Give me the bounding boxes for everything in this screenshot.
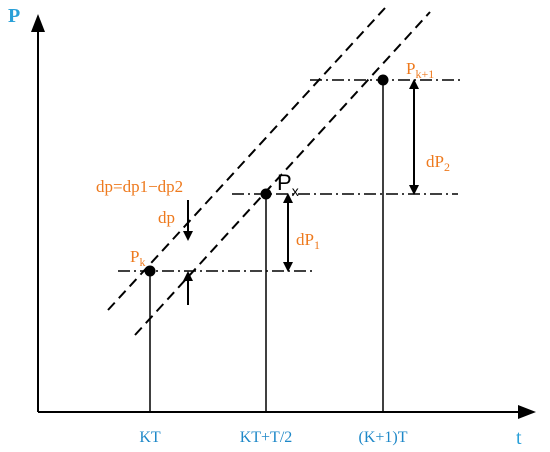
label-pk1-sub: k+1 <box>415 67 434 81</box>
dp1-label-base: dP <box>296 230 314 249</box>
x-tick-label: KT+T/2 <box>240 429 293 446</box>
dp-formula-label: dp=dp1−dp2 <box>96 177 183 196</box>
upper-dashed-line <box>107 7 386 311</box>
point-px <box>260 188 272 200</box>
label-pk: Pk <box>130 247 145 269</box>
x-axis-label: t <box>516 427 522 449</box>
dp2-label-base: dP <box>426 152 444 171</box>
lower-dashed-line <box>134 11 431 336</box>
label-pk1-base: P <box>406 59 415 78</box>
point-pk <box>144 265 156 277</box>
y-axis-label: P <box>8 5 20 27</box>
label-pk-sub: k <box>139 255 145 269</box>
label-pk1: Pk+1 <box>406 59 434 81</box>
label-px: Px <box>277 170 299 199</box>
x-tick-label: (K+1)T <box>358 429 407 446</box>
x-axis-arrow <box>518 405 536 419</box>
y-axis-arrow <box>31 14 45 32</box>
dp2-label-sub: 2 <box>444 160 450 174</box>
label-px-base: P <box>277 170 292 195</box>
x-tick-label: KT <box>139 429 161 446</box>
label-pk-base: P <box>130 247 139 266</box>
dp1-label-sub: 1 <box>314 238 320 252</box>
label-px-sub: x <box>292 183 299 199</box>
dp-label: dp <box>158 208 175 227</box>
dp2-label: dP2 <box>426 152 450 174</box>
point-pk1 <box>377 74 389 86</box>
dp1-label: dP1 <box>296 230 320 252</box>
